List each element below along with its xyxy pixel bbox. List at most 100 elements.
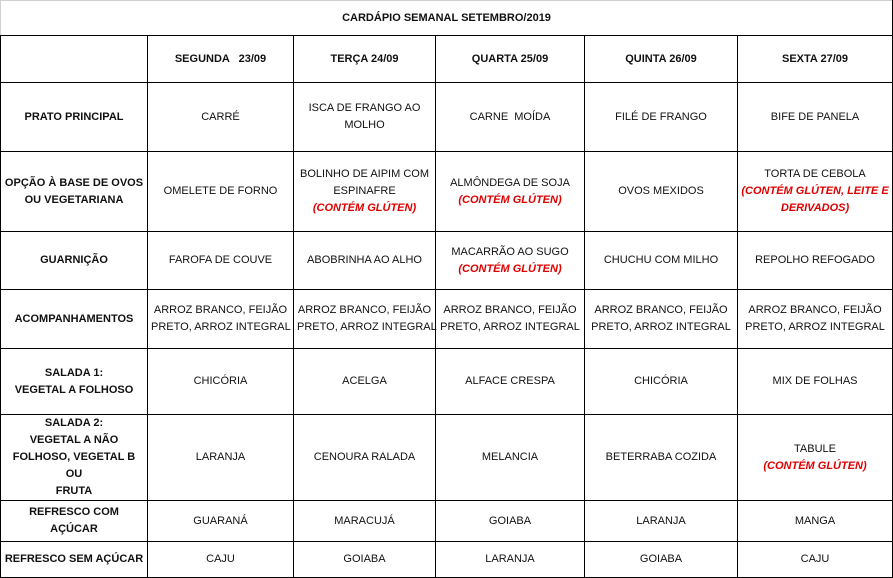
dish-name: CARRÉ: [201, 110, 240, 123]
dish-name: MACARRÃO AO SUGO: [451, 245, 569, 258]
menu-cell: CARNE MOÍDA: [435, 82, 585, 152]
menu-cell: FAROFA DE COUVE: [147, 231, 294, 290]
menu-cell: CAJU: [736, 541, 893, 578]
row-label-line: FRUTA: [55, 485, 93, 497]
dish-name: BETERRABA COZIDA: [605, 451, 717, 463]
dish-name: CENOURA RALADA: [313, 451, 416, 463]
dish-name: MANGA: [794, 514, 836, 527]
menu-row: GUARNIÇÃO FAROFA DE COUVE ABOBRINHA AO ALH…: [0, 231, 893, 290]
menu-cell: CAJU: [147, 541, 294, 578]
menu-cell: ARROZ BRANCO, FEIJÃO PRETO, ARROZ INTEGRA…: [435, 289, 585, 349]
menu-cell: ALFACE CRESPA: [435, 348, 585, 415]
row-label-line: SALADA 1:: [44, 366, 104, 379]
row-label: PRATO PRINCIPAL: [0, 82, 148, 152]
dish-name: MIX DE FOLHAS: [772, 375, 858, 387]
menu-cell: GOIABA: [584, 541, 738, 578]
row-label-line: REFRESCO SEM AÇÚCAR: [4, 553, 144, 565]
dish-name: LARANJA: [195, 451, 246, 463]
menu-cell: GOIABA: [293, 541, 436, 578]
dish-name: FILÉ DE FRANGO: [615, 110, 707, 123]
menu-cell: CHUCHU COM MILHO: [584, 231, 738, 290]
row-label-line: FOLHOSO, VEGETAL B OU: [12, 451, 136, 480]
dish-name: GOIABA: [488, 514, 532, 527]
dish-name: PRETO, ARROZ INTEGRAL: [297, 321, 437, 333]
dish-name: LARANJA: [485, 553, 535, 565]
day-header: QUARTA 25/09: [435, 35, 585, 83]
row-label: SALADA 1: VEGETAL A FOLHOSO: [0, 348, 148, 415]
day-header: SEXTA 27/09: [736, 35, 893, 83]
dish-name: OMELETE DE FORNO: [163, 185, 278, 197]
dish-name: ARROZ BRANCO, FEIJÃO: [748, 304, 882, 316]
menu-cell: MIX DE FOLHAS: [736, 348, 893, 415]
allergen-note: (CONTÉM GLÚTEN, LEITE E: [741, 185, 889, 197]
menu-row: REFRESCO COM AÇÚCAR GUARANÁ MARACUJÁ GOIABA…: [0, 500, 893, 542]
dish-name: ARROZ BRANCO, FEIJÃO: [594, 304, 728, 316]
dish-name: PRETO, ARROZ INTEGRAL: [591, 321, 731, 333]
dish-name: REPOLHO REFOGADO: [755, 254, 875, 266]
menu-cell: TORTA DE CEBOLA (CONTÉM GLÚTEN, LEITE E DE…: [736, 151, 893, 232]
menu-cell: FILÉ DE FRANGO: [584, 82, 738, 152]
row-label-line: PRATO PRINCIPAL: [24, 110, 124, 123]
menu-cell: GOIABA: [435, 500, 585, 542]
dish-name: PRETO, ARROZ INTEGRAL: [440, 321, 580, 333]
dish-name: CAJU: [206, 553, 235, 565]
dish-name: MELANCIA: [481, 451, 539, 463]
day-header: QUINTA 26/09: [584, 35, 738, 83]
dish-name: ACELGA: [342, 375, 387, 387]
row-label-line: VEGETAL A FOLHOSO: [14, 383, 134, 396]
dish-name: PRETO, ARROZ INTEGRAL: [151, 321, 291, 333]
menu-cell: BIFE DE PANELA: [736, 82, 893, 152]
dish-name: GOIABA: [639, 553, 683, 565]
menu-cell: BOLINHO DE AIPIM COM ESPINAFRE (CONTÉM GLÚ…: [293, 151, 436, 232]
row-label: OPÇÃO À BASE DE OVOS OU VEGETARIANA: [0, 151, 148, 232]
dish-name: ARROZ BRANCO, FEIJÃO: [153, 304, 288, 316]
menu-cell: GUARANÁ: [147, 500, 294, 542]
menu-cell: ACELGA: [293, 348, 436, 415]
dish-name: BOLINHO DE AIPIM COM: [300, 168, 429, 180]
menu-row: SALADA 2: VEGETAL A NÃO FOLHOSO, VEGETAL B…: [0, 414, 893, 501]
menu-cell: REPOLHO REFOGADO: [736, 231, 893, 290]
dish-name: ARROZ BRANCO, FEIJÃO: [297, 304, 432, 316]
dish-name: ISCA DE FRANGO AO: [308, 102, 421, 114]
menu-row: PRATO PRINCIPAL CARRÉ ISCA DE FRANGO AO MOL…: [0, 82, 893, 152]
menu-cell: ARROZ BRANCO, FEIJÃO PRETO, ARROZ INTEGRA…: [147, 289, 294, 349]
dish-name: PRETO, ARROZ INTEGRAL: [745, 321, 885, 333]
dish-name: ABOBRINHA AO ALHO: [307, 254, 422, 266]
dish-name: ARROZ BRANCO, FEIJÃO: [443, 304, 577, 316]
day-header: TERÇA 24/09: [293, 35, 436, 83]
menu-cell: MELANCIA: [435, 414, 585, 501]
menu-cell: ABOBRINHA AO ALHO: [293, 231, 436, 290]
row-label-line: SALADA 2:: [44, 417, 104, 429]
row-label: GUARNIÇÃO: [0, 231, 148, 290]
row-label-line: GUARNIÇÃO: [40, 254, 108, 266]
menu-cell: ISCA DE FRANGO AO MOLHO: [293, 82, 436, 152]
row-label: ACOMPANHAMENTOS: [0, 289, 148, 349]
dish-name: CHUCHU COM MILHO: [603, 254, 719, 266]
menu-cell: LARANJA: [584, 500, 738, 542]
menu-cell: TABULE (CONTÉM GLÚTEN): [736, 414, 893, 501]
dish-name: OVOS MEXIDOS: [618, 185, 704, 197]
dish-name: GOIABA: [343, 553, 386, 565]
menu-cell: CHICÓRIA: [147, 348, 294, 415]
menu-cell: OMELETE DE FORNO: [147, 151, 294, 232]
menu-row: OPÇÃO À BASE DE OVOS OU VEGETARIANA OMELET…: [0, 151, 893, 232]
menu-cell: ALMÔNDEGA DE SOJA (CONTÉM GLÚTEN): [435, 151, 585, 232]
menu-cell: LARANJA: [147, 414, 294, 501]
dish-name: BIFE DE PANELA: [770, 110, 860, 123]
menu-cell: BETERRABA COZIDA: [584, 414, 738, 501]
menu-row: ACOMPANHAMENTOS ARROZ BRANCO, FEIJÃO PRETO…: [0, 289, 893, 349]
menu-cell: ARROZ BRANCO, FEIJÃO PRETO, ARROZ INTEGRA…: [584, 289, 738, 349]
dish-name: FAROFA DE COUVE: [168, 254, 273, 266]
dish-name: LARANJA: [636, 514, 686, 527]
row-label-line: VEGETAL A NÃO: [29, 434, 119, 446]
dish-name: CHICÓRIA: [193, 375, 248, 387]
menu-cell: MARACUJÁ: [293, 500, 436, 542]
dish-name: MARACUJÁ: [334, 514, 395, 527]
dish-name: GUARANÁ: [193, 514, 248, 527]
row-label: REFRESCO COM AÇÚCAR: [0, 500, 148, 542]
corner-cell: [0, 35, 148, 83]
day-header: SEGUNDA 23/09: [147, 35, 294, 83]
dish-name: CARNE MOÍDA: [469, 110, 551, 123]
dish-name: CAJU: [800, 553, 830, 565]
